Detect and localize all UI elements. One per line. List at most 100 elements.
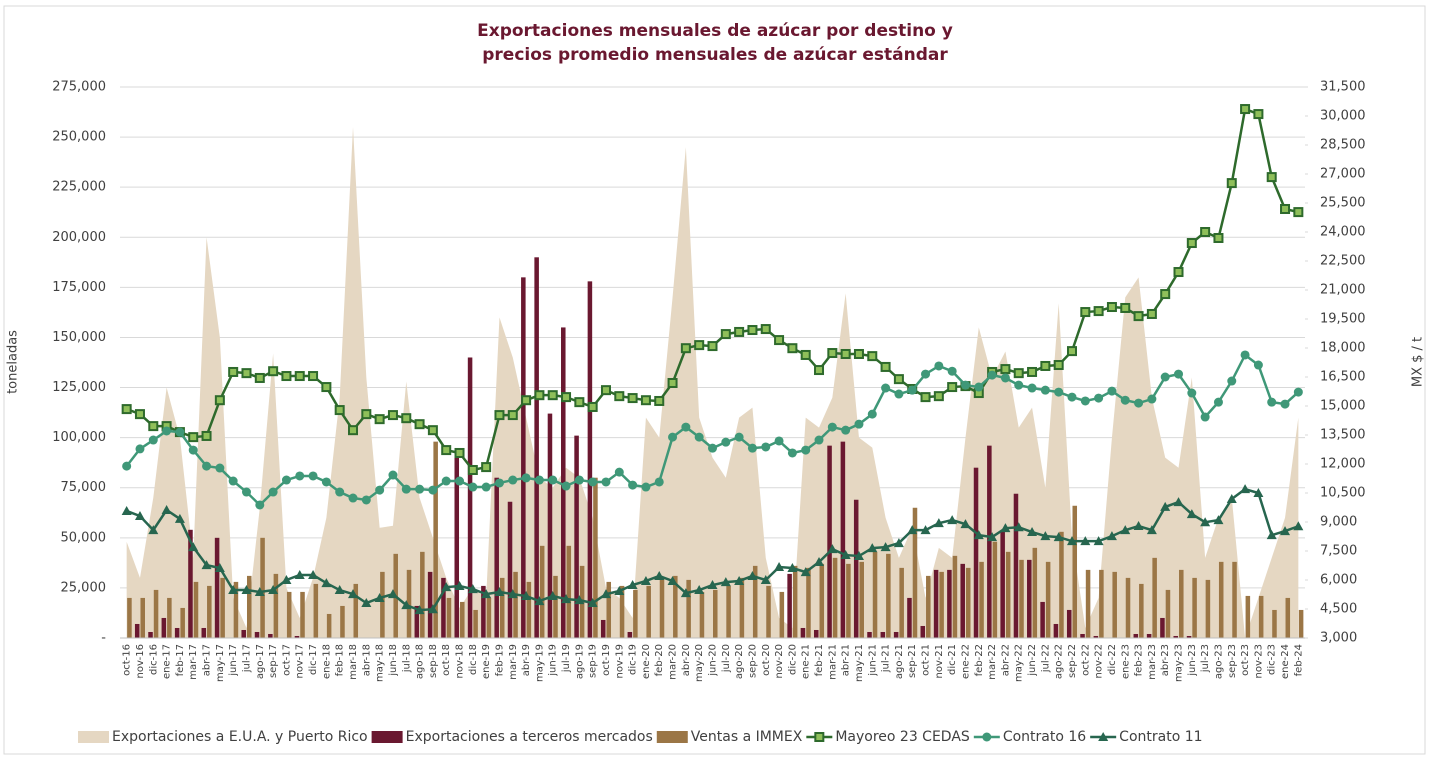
x-tick-label: jun-23 (1187, 644, 1198, 677)
legend-label: Exportaciones a terceros mercados (406, 729, 653, 745)
marker (281, 371, 292, 382)
bar (268, 633, 273, 638)
x-tick-label: ene-20 (641, 644, 652, 679)
bar (273, 573, 279, 638)
bar (380, 571, 385, 638)
x-tick-label: oct-23 (1240, 644, 1251, 676)
marker (920, 525, 931, 535)
bar (965, 567, 971, 638)
marker (627, 580, 638, 590)
plot-area: - 25,000 50,000 75,000 100,000 125,000 150,000… (52, 80, 1365, 682)
bar (1186, 635, 1192, 638)
marker (720, 577, 731, 587)
marker (441, 476, 451, 486)
bar (313, 583, 319, 638)
marker (667, 575, 678, 585)
marker (933, 518, 944, 528)
x-tick-label: jun-17 (228, 644, 239, 677)
marker (880, 361, 891, 372)
marker (254, 586, 265, 596)
bar (673, 575, 678, 638)
marker (1293, 521, 1304, 531)
bar (140, 597, 145, 638)
marker (188, 542, 199, 552)
marker (1267, 397, 1277, 407)
marker (787, 448, 797, 458)
bar (933, 569, 939, 638)
marker (747, 325, 758, 336)
x-tick-label: abr-18 (361, 644, 372, 676)
bar (1093, 635, 1099, 638)
marker (574, 595, 585, 605)
marker (800, 349, 811, 360)
bar (992, 541, 998, 638)
marker (1253, 109, 1264, 120)
marker (761, 442, 771, 452)
bar (433, 441, 438, 638)
marker (494, 478, 504, 488)
bar (526, 581, 532, 638)
marker (614, 467, 624, 477)
x-tick-label: ago-23 (1213, 644, 1224, 679)
x-tick-label: abr-19 (521, 644, 532, 676)
marker (681, 422, 691, 432)
bar (534, 257, 539, 638)
bar (153, 589, 159, 638)
marker (1067, 392, 1077, 402)
marker (148, 435, 158, 445)
marker (521, 473, 531, 483)
y2-tick-label: 31,500 (1320, 80, 1366, 95)
bar (1045, 561, 1051, 638)
x-tick-label: nov-16 (135, 644, 146, 678)
bar (1013, 493, 1019, 638)
legend-label: Contrato 11 (1119, 729, 1202, 745)
marker (1266, 172, 1277, 183)
bar (846, 563, 851, 638)
legend-label: Contrato 16 (1003, 729, 1086, 745)
marker (348, 493, 358, 503)
y2-tick-label: 18,000 (1320, 341, 1366, 356)
x-tick-label: jul-22 (1040, 644, 1051, 673)
bar (766, 585, 771, 638)
bar (553, 575, 558, 638)
marker (454, 447, 465, 458)
marker (840, 550, 851, 560)
bar (752, 565, 758, 638)
y-tick-label: 200,000 (52, 230, 106, 245)
x-tick-label: jul-21 (881, 644, 892, 673)
bar (859, 561, 864, 638)
marker (680, 588, 691, 598)
x-tick-label: dic-16 (148, 644, 159, 675)
x-tick-label: sep-17 (268, 644, 279, 678)
x-tick-label: ene-21 (801, 644, 812, 679)
y-tick-label: 175,000 (52, 280, 106, 295)
x-tick-label: ene-24 (1280, 644, 1291, 679)
marker (587, 598, 598, 608)
x-tick-label: feb-22 (974, 644, 985, 676)
bar (832, 557, 838, 638)
marker (534, 596, 545, 606)
marker (1227, 376, 1237, 386)
marker (122, 461, 132, 471)
marker (654, 477, 664, 487)
x-tick-label: abr-17 (202, 644, 213, 676)
marker (1147, 394, 1157, 404)
marker (561, 392, 572, 403)
x-tick-label: jul-17 (241, 644, 252, 673)
x-tick-label: oct-19 (601, 644, 612, 676)
y2-tick-label: 6,000 (1320, 573, 1357, 588)
bar (973, 467, 979, 638)
bar (481, 585, 486, 638)
bar (619, 585, 625, 638)
x-tick-label: mar-23 (1147, 644, 1158, 680)
bar (1032, 547, 1038, 638)
y2-tick-label: 3,000 (1320, 631, 1357, 646)
x-tick-label: ene-23 (1120, 644, 1131, 679)
x-tick-label: feb-17 (175, 644, 186, 676)
marker (853, 348, 864, 359)
bar (521, 277, 526, 638)
marker (1134, 398, 1144, 408)
marker (921, 369, 931, 379)
marker (721, 437, 731, 447)
bar (446, 597, 452, 638)
